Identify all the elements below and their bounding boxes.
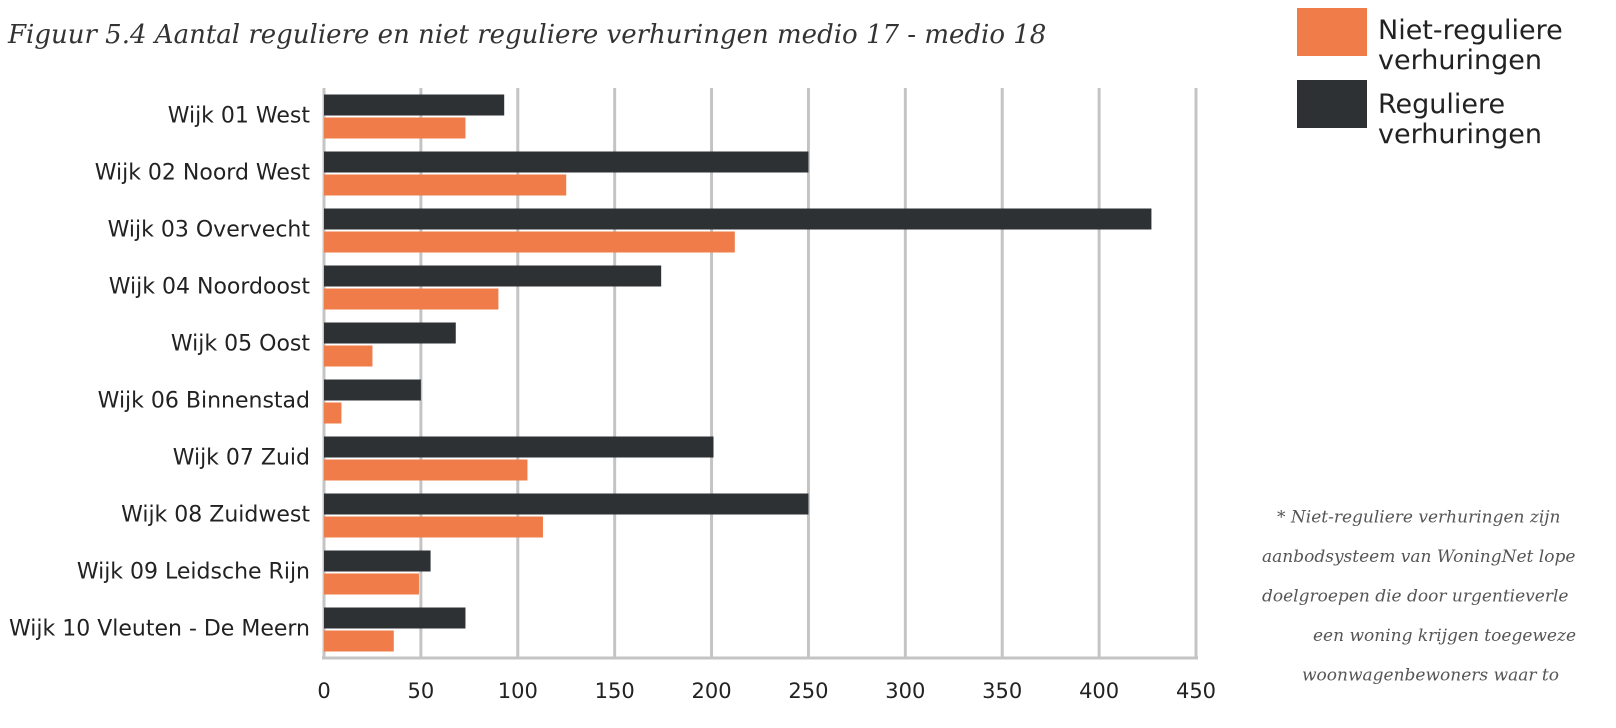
legend-label: Reguliere verhuringen: [1378, 89, 1543, 150]
x-tick-label: 100: [498, 679, 538, 703]
x-tick-label: 200: [692, 679, 732, 703]
x-tick-label: 0: [317, 679, 330, 703]
x-tick-label: 400: [1079, 679, 1119, 703]
x-tick-label: 300: [885, 679, 925, 703]
x-tick-label: 150: [595, 679, 635, 703]
y-tick-label: Wijk 08 Zuidwest: [121, 503, 310, 528]
bar: [324, 117, 466, 139]
bar: [324, 516, 543, 538]
bar: [324, 630, 394, 652]
y-tick-label: Wijk 02 Noord West: [95, 161, 311, 186]
y-tick-label: Wijk 05 Oost: [171, 332, 310, 357]
footnote: doelgroepen die door urgentieverle: [1262, 587, 1568, 607]
bar: [324, 288, 499, 310]
y-tick-label: Wijk 07 Zuid: [173, 446, 310, 471]
y-tick-label: Wijk 09 Leidsche Rijn: [77, 560, 310, 585]
bar: [324, 436, 714, 458]
bar: [324, 345, 373, 367]
bar: [324, 94, 505, 116]
footnote: aanbodsysteem van WoningNet lope: [1262, 547, 1575, 567]
x-tick-label: 350: [982, 679, 1022, 703]
x-tick-label: 250: [788, 679, 828, 703]
bar: [324, 265, 662, 287]
footnote: * Niet-reguliere verhuringen zijn: [1277, 508, 1561, 528]
bar: [324, 379, 421, 401]
y-tick-label: Wijk 06 Binnenstad: [98, 389, 310, 414]
bar: [324, 607, 466, 629]
bar: [324, 151, 809, 173]
bar: [324, 459, 528, 481]
legend-swatch: [1297, 80, 1367, 128]
y-tick-label: Wijk 03 Overvecht: [108, 218, 311, 243]
y-tick-label: Wijk 10 Vleuten - De Meern: [9, 617, 310, 642]
x-tick-label: 50: [408, 679, 435, 703]
footnote: een woning krijgen toegeweze: [1313, 626, 1576, 646]
bar: [324, 493, 809, 515]
x-tick-label: 450: [1176, 679, 1216, 703]
bar: [324, 550, 431, 572]
y-tick-label: Wijk 04 Noordoost: [109, 275, 311, 300]
bar: [324, 322, 456, 344]
chart-title: Figuur 5.4 Aantal reguliere en niet regu…: [7, 20, 1046, 50]
legend-label: Niet-reguliere verhuringen: [1378, 15, 1563, 76]
bar: [324, 208, 1152, 230]
bar: [324, 573, 419, 595]
y-tick-label: Wijk 01 West: [168, 104, 311, 129]
bar: [324, 174, 567, 196]
bar: [324, 402, 342, 424]
footnote: woonwagenbewoners waar to: [1302, 666, 1559, 686]
bar: [324, 231, 735, 253]
legend-swatch: [1297, 8, 1367, 56]
